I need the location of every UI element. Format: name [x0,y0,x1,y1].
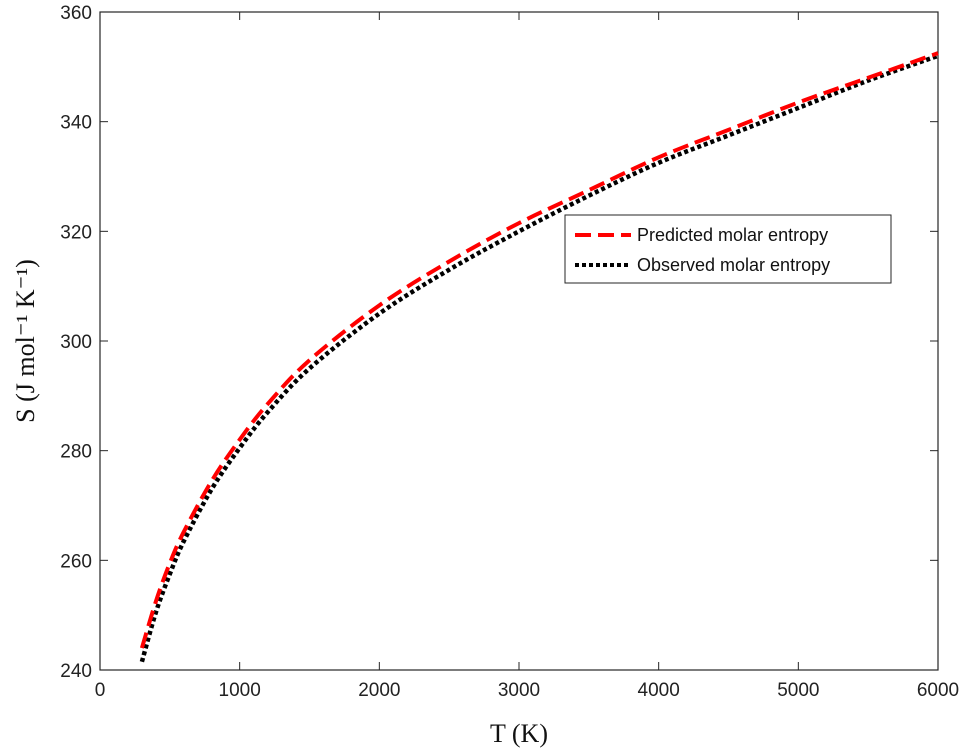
x-tick-label: 1000 [219,680,261,701]
x-tick-label: 0 [95,680,106,701]
x-tick-label: 4000 [638,680,680,701]
x-tick-label: 3000 [498,680,540,701]
x-tick-label: 5000 [777,680,819,701]
series-layer [139,51,939,663]
legend-label: Observed molar entropy [637,255,830,275]
y-axis-ticks: 240 260 280 300 320 340 360 [60,3,938,682]
series-line-predicted [139,51,939,649]
y-tick-label: 320 [60,222,92,243]
y-axis-label: S (J mol⁻¹ K⁻¹) [11,259,40,423]
plot-area [99,11,939,671]
y-tick-label: 240 [60,661,92,682]
x-tick-label: 6000 [917,680,959,701]
legend: Predicted molar entropy Observed molar en… [564,214,892,284]
y-tick-label: 280 [60,442,92,463]
y-tick-label: 260 [60,551,92,572]
legend-box [564,214,892,284]
y-tick-label: 300 [60,332,92,353]
x-axis-label: T (K) [490,719,548,748]
y-tick-label: 340 [60,113,92,134]
legend-label: Predicted molar entropy [637,225,828,245]
y-tick-label: 360 [60,3,92,24]
x-axis-ticks: 0 1000 2000 3000 4000 5000 6000 [95,12,959,701]
x-tick-label: 2000 [358,680,400,701]
